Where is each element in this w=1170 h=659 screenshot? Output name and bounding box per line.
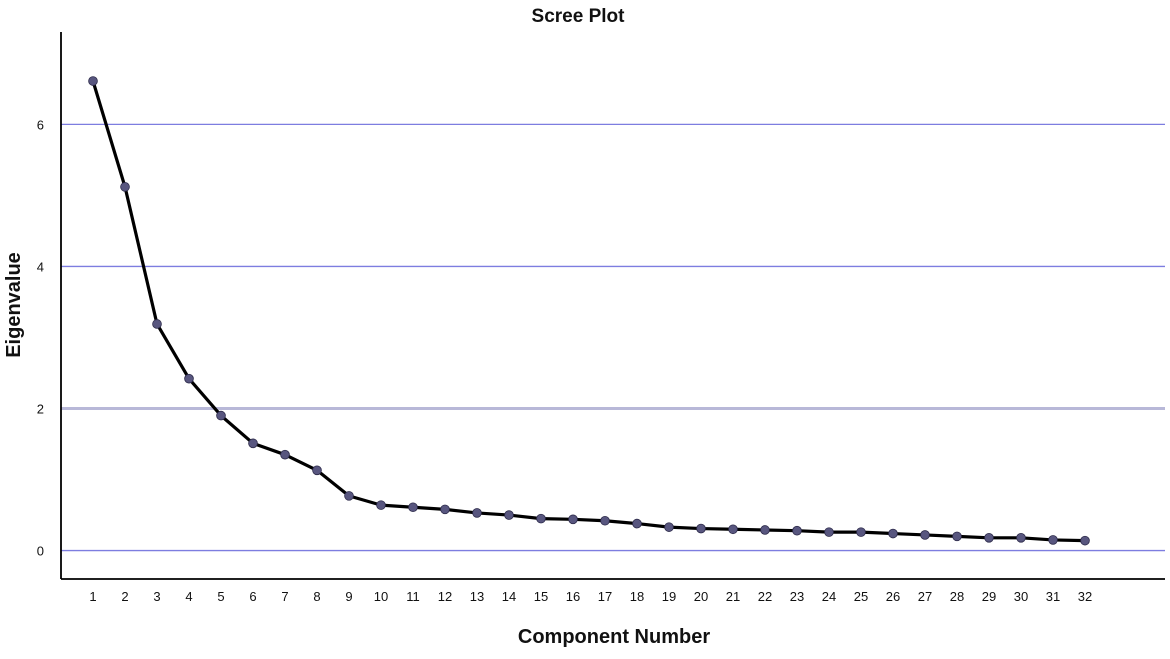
x-tick-label-7: 7 (281, 589, 288, 604)
x-tick-label-28: 28 (950, 589, 964, 604)
x-tick-label-19: 19 (662, 589, 676, 604)
x-tick-label-9: 9 (345, 589, 352, 604)
data-point-24 (824, 527, 834, 537)
data-point-27 (920, 530, 930, 540)
x-tick-label-15: 15 (534, 589, 548, 604)
data-point-21 (728, 524, 738, 535)
y-axis-title: Eigenvalue (3, 252, 25, 358)
x-tick-label-25: 25 (854, 589, 868, 604)
data-point-25 (856, 527, 866, 537)
data-point-19 (664, 522, 674, 532)
x-tick-label-14: 14 (502, 589, 516, 604)
x-tick-label-2: 2 (121, 589, 128, 604)
data-point-8 (312, 465, 322, 476)
x-tick-label-27: 27 (918, 589, 932, 604)
scree-line (91, 79, 1087, 543)
x-tick-label-8: 8 (313, 589, 320, 604)
x-tick-label-17: 17 (598, 589, 612, 604)
eigenvalue-series (88, 76, 1090, 546)
chart-title: Scree Plot (532, 6, 626, 27)
x-tick-label-3: 3 (153, 589, 160, 604)
x-tick-label-26: 26 (886, 589, 900, 604)
data-point-15 (536, 513, 546, 524)
x-tick-label-31: 31 (1046, 589, 1060, 604)
data-point-28 (952, 531, 962, 542)
data-point-22 (760, 525, 770, 535)
data-point-17 (600, 515, 610, 526)
data-point-9 (344, 491, 354, 501)
x-tick-label-6: 6 (249, 589, 256, 604)
data-point-1 (88, 76, 98, 86)
x-tick-label-29: 29 (982, 589, 996, 604)
axes (60, 32, 1165, 580)
x-tick-label-11: 11 (406, 589, 420, 604)
y-tick-label-0: 0 (37, 544, 44, 559)
data-point-20 (696, 523, 706, 534)
x-tick-label-23: 23 (790, 589, 804, 604)
y-tick-label-4: 4 (37, 259, 44, 274)
x-tick-label-24: 24 (822, 589, 836, 604)
data-point-4 (184, 373, 194, 384)
data-point-7 (280, 449, 290, 460)
data-point-5 (216, 410, 226, 421)
data-point-6 (248, 438, 258, 449)
data-point-31 (1048, 535, 1058, 545)
data-point-2 (120, 182, 130, 192)
data-point-30 (1016, 532, 1026, 543)
x-tick-label-12: 12 (438, 589, 452, 604)
data-point-12 (440, 504, 450, 515)
x-tick-label-32: 32 (1078, 589, 1092, 604)
x-tick-label-5: 5 (217, 589, 224, 604)
x-tick-label-1: 1 (89, 589, 96, 604)
data-point-29 (984, 532, 994, 543)
data-point-16 (568, 514, 578, 525)
x-tick-label-18: 18 (630, 589, 644, 604)
data-point-13 (472, 508, 482, 518)
y-tick-label-2: 2 (37, 402, 44, 417)
x-tick-label-30: 30 (1014, 589, 1028, 604)
x-tick-label-13: 13 (470, 589, 484, 604)
data-point-3 (152, 319, 162, 329)
x-axis-title: Component Number (518, 626, 710, 648)
data-point-10 (376, 500, 386, 510)
x-tick-label-20: 20 (694, 589, 708, 604)
data-point-23 (792, 525, 802, 536)
x-tick-label-22: 22 (758, 589, 772, 604)
x-tick-label-10: 10 (374, 589, 388, 604)
x-tick-label-4: 4 (185, 589, 192, 604)
data-point-11 (408, 502, 418, 513)
x-tick-label-21: 21 (726, 589, 740, 604)
grid-lines (61, 123, 1165, 552)
data-point-14 (504, 510, 514, 520)
x-tick-label-16: 16 (566, 589, 580, 604)
data-point-26 (888, 528, 898, 539)
y-tick-label-6: 6 (37, 117, 44, 132)
data-point-32 (1080, 535, 1090, 546)
data-point-18 (632, 518, 642, 529)
